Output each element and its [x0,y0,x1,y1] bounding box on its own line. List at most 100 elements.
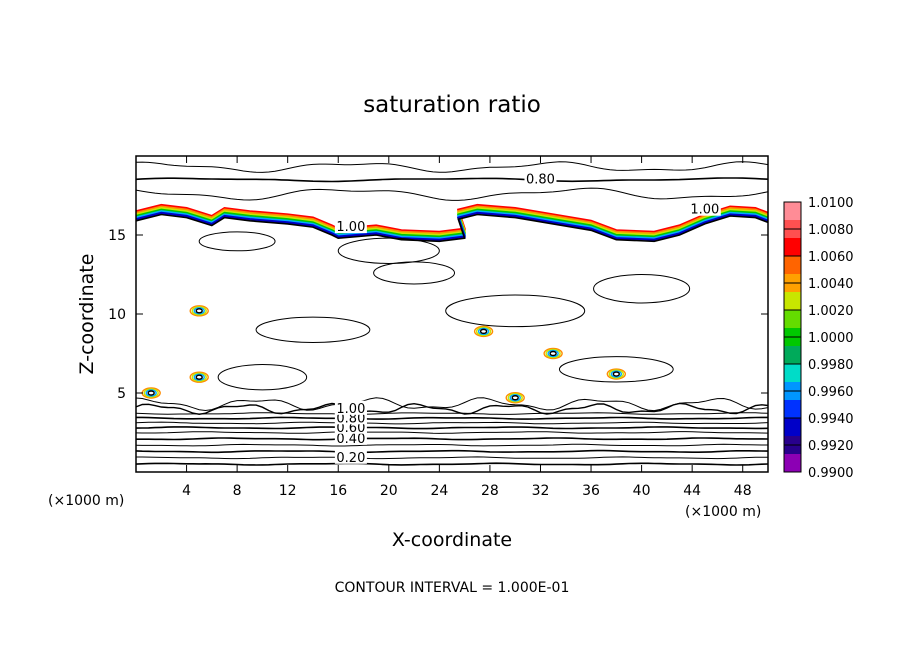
contour-line [135,177,769,183]
colorbar-label: 0.9980 [808,358,854,373]
colorbar-swatch [784,310,801,329]
contour-line [135,462,769,466]
colorbar-label: 1.0020 [808,304,854,319]
contour-label: 0.40 [336,432,365,447]
contour-line [135,426,769,430]
x-axis: 4 8 12 16 20 24 28 32 36 40 44 48 [182,156,752,499]
contour-closed [373,261,456,285]
chart-title: saturation ratio [363,92,541,118]
colorbar-label: 0.9960 [808,385,854,400]
y-tick-label: 15 [108,228,126,244]
colorbar-swatch [784,238,801,257]
x-tick-label: 24 [430,483,448,499]
contour-line [135,412,769,415]
contour-label-bg [688,201,721,216]
saturation-spot [195,308,203,314]
x-tick-label: 32 [532,483,550,499]
x-tick-label: 8 [233,483,242,499]
saturation-spot [189,371,209,383]
contour-label: 1.00 [336,402,365,417]
contour-line [135,443,768,447]
saturation-spot [511,395,519,401]
colorbar-label: 1.0060 [808,250,854,265]
colorbar-swatch [784,364,801,383]
saturation-band [135,213,769,243]
saturation-spot [610,370,623,378]
colorbar-swatch [784,256,801,275]
x-tick-label: 28 [481,483,499,499]
saturation-spot [479,328,488,335]
saturation-spot [143,388,159,398]
saturation-spot [195,374,203,380]
contour-line [135,449,769,454]
x-tick-label: 20 [380,483,398,499]
colorbar-label: 1.0040 [808,277,854,292]
contour-line [135,402,769,416]
contour-label-bg [524,171,557,186]
saturation-band [135,208,769,238]
x-tick-label: 4 [182,483,191,499]
saturation-spot [193,373,205,381]
colorbar-swatch [784,202,801,221]
saturation-spot [543,347,563,360]
x-tick-label: 44 [683,483,701,499]
saturation-band [135,203,769,233]
contour-line [135,431,769,434]
contour-interval-note: CONTOUR INTERVAL = 1.000E-01 [335,580,570,596]
saturation-band [135,210,769,240]
contour-line [136,416,768,420]
colorbar-swatch [784,292,801,311]
contour-label: 0.20 [336,451,365,466]
contour-label-bg [334,430,367,445]
contour-label-bg [334,400,367,415]
saturation-spot [191,372,207,382]
contour-label: 0.60 [336,421,365,436]
saturation-spot [549,350,557,357]
y-axis: 5 10 15 [108,228,768,402]
x-unit-left: (×1000 m) [48,493,124,509]
saturation-band [135,206,769,237]
contour-label-bg [334,219,367,234]
saturation-spot [473,325,494,338]
saturation-spot [509,394,521,402]
saturation-spot [191,306,207,316]
contour-closed [445,294,586,328]
colorbar-swatch [784,454,801,473]
colorbar-swatch [784,346,801,365]
saturation-spot [545,348,561,359]
contour-line [135,161,769,173]
contour-field: 0.801.001.000.200.400.600.801.00 [135,161,769,466]
x-tick-label: 12 [279,483,297,499]
contour-closed [558,356,674,383]
y-axis-label: Z-coordinate [76,254,98,375]
contour-closed [255,316,371,343]
saturation-spot [477,327,490,336]
saturation-spot [147,390,155,396]
colorbar-label: 1.0080 [808,223,854,238]
saturation-spot [606,368,627,380]
colorbar: 1.0100 1.0080 1.0060 1.0040 1.0020 1.0000 0.99… [783,196,854,481]
saturation-spot [507,393,523,403]
contour-line [136,437,769,441]
y-tick-label: 5 [117,386,126,402]
contour-label: 0.80 [526,173,555,188]
contour-closed [337,237,440,264]
contour-line [135,187,769,201]
contour-line [135,397,769,412]
contour-label: 0.80 [336,411,365,426]
saturation-spot [612,371,621,377]
saturation-spot [189,305,209,317]
saturation-spot [145,389,157,397]
saturation-spot [475,326,492,337]
colorbar-swatch [784,418,801,437]
x-unit-right: (×1000 m) [685,504,761,520]
colorbar-label: 0.9940 [808,412,854,427]
saturation-band [135,205,769,235]
x-tick-label: 48 [734,483,752,499]
saturation-spot [608,369,625,379]
contour-label: 1.00 [336,220,365,235]
contour-label: 1.00 [690,203,719,218]
saturation-spot [547,349,559,358]
saturation-spot [193,307,205,315]
